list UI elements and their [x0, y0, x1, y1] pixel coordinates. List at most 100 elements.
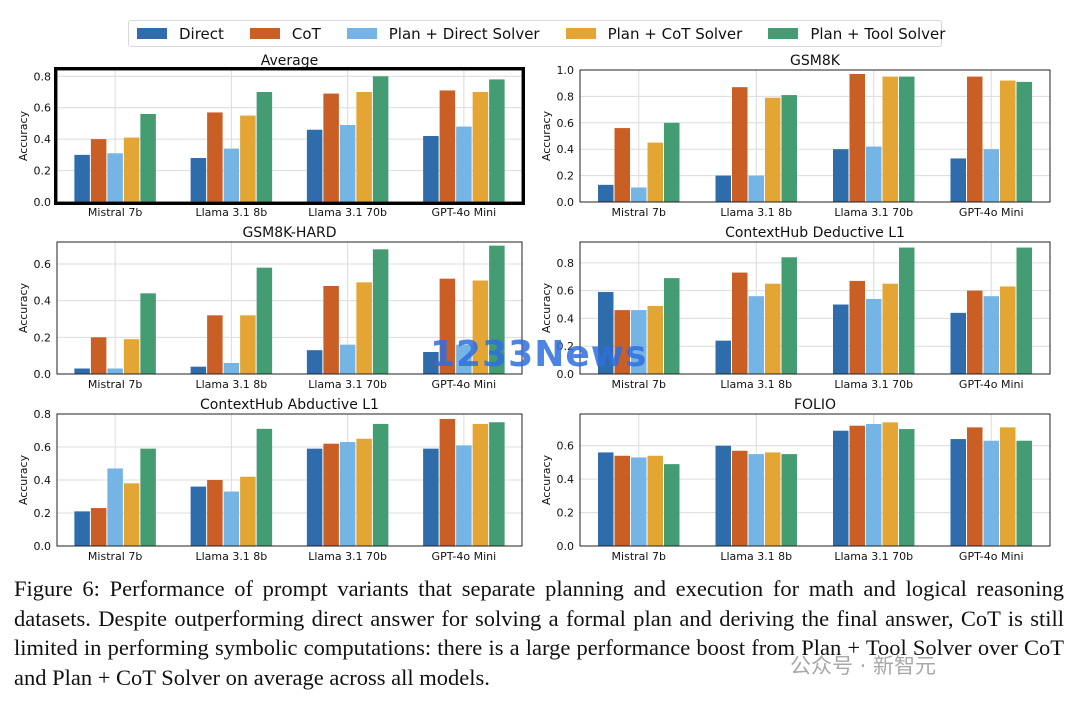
legend-swatch	[346, 28, 377, 39]
y-axis-label: Accuracy	[540, 282, 553, 333]
bar	[967, 427, 983, 546]
bar	[372, 76, 389, 202]
bar	[748, 175, 764, 202]
y-tick-label: 0.0	[557, 196, 575, 209]
bar	[140, 114, 156, 202]
bar	[323, 286, 339, 374]
y-tick-label: 0.4	[557, 312, 575, 325]
bar	[614, 310, 630, 374]
bar	[732, 272, 748, 374]
x-tick-label: GPT-4o Mini	[959, 206, 1024, 219]
legend-item: Plan + Tool Solver	[768, 25, 945, 43]
y-tick-label: 0.6	[34, 441, 52, 454]
legend-swatch	[249, 28, 280, 39]
bar	[732, 87, 748, 202]
bar	[748, 296, 764, 374]
y-tick-label: 0.6	[34, 258, 52, 271]
bar	[631, 187, 647, 202]
bar	[1016, 247, 1032, 374]
bar	[983, 296, 999, 374]
bar	[140, 293, 156, 374]
bar	[372, 249, 389, 374]
x-tick-label: Llama 3.1 8b	[195, 206, 267, 219]
y-tick-label: 0.6	[557, 117, 575, 130]
bar	[833, 304, 849, 374]
x-tick-label: Mistral 7b	[88, 550, 142, 563]
bar	[849, 425, 865, 546]
y-tick-label: 0.6	[557, 440, 575, 453]
bar	[598, 184, 614, 202]
bar	[647, 455, 663, 546]
bar	[899, 429, 915, 546]
bar	[256, 428, 273, 546]
plot-frame	[56, 241, 523, 375]
y-tick-label: 0.8	[557, 257, 575, 270]
bar	[356, 438, 372, 546]
legend-swatch	[137, 28, 167, 39]
bar	[950, 439, 966, 546]
bar	[256, 92, 273, 202]
bar	[439, 278, 456, 374]
chart-panel: 0.0 0.2 0.4 0.6 0.8 Mistral 7b Llama 3.1 8b Lla…	[540, 225, 1051, 391]
y-axis-label: Accuracy	[540, 110, 553, 161]
bar	[256, 267, 273, 374]
bar	[833, 430, 849, 546]
bar	[866, 298, 882, 374]
bar	[456, 445, 472, 546]
bar	[849, 280, 865, 374]
bar	[190, 158, 207, 202]
x-tick-label: Mistral 7b	[88, 206, 142, 219]
bar	[647, 142, 663, 202]
y-tick-label: 0.2	[557, 170, 575, 183]
bar	[899, 76, 915, 202]
x-tick-label: Llama 3.1 8b	[720, 550, 792, 563]
bar	[631, 310, 647, 374]
bar	[647, 305, 663, 374]
bar	[207, 315, 223, 374]
bar	[423, 352, 439, 374]
bar	[715, 445, 731, 546]
bar	[207, 112, 223, 202]
x-tick-label: Mistral 7b	[612, 206, 666, 219]
bar	[866, 146, 882, 202]
x-tick-label: Llama 3.1 8b	[195, 378, 267, 391]
x-tick-label: GPT-4o Mini	[959, 378, 1024, 391]
bar	[781, 95, 797, 202]
bar	[323, 93, 339, 202]
bar	[439, 90, 456, 202]
chart-title: Average	[261, 53, 319, 69]
legend-label: CoT	[291, 24, 321, 43]
y-tick-label: 0.6	[34, 102, 52, 115]
bar	[223, 148, 240, 202]
bar	[715, 175, 731, 202]
bar	[339, 442, 356, 546]
chart-title: ContextHub Deductive L1	[725, 225, 905, 241]
bar	[107, 368, 123, 374]
plot-frame	[579, 241, 1051, 375]
bar	[456, 126, 472, 202]
bar	[423, 136, 439, 202]
bar	[950, 312, 966, 374]
bar	[323, 443, 339, 546]
bar	[598, 292, 614, 374]
y-tick-label: 0.4	[34, 295, 52, 308]
y-tick-label: 0.2	[34, 165, 52, 178]
y-tick-label: 0.4	[557, 473, 575, 486]
y-axis-label: Accuracy	[540, 454, 553, 505]
bar	[472, 423, 489, 546]
y-tick-label: 0.2	[557, 340, 575, 353]
y-tick-label: 0.8	[34, 408, 52, 421]
bar	[223, 363, 240, 374]
bar	[90, 337, 107, 374]
x-tick-label: Mistral 7b	[88, 378, 142, 391]
bar	[983, 149, 999, 202]
bar	[90, 139, 107, 202]
bar	[781, 454, 797, 546]
bar	[967, 76, 983, 202]
highlight-box	[54, 67, 525, 205]
x-tick-label: Llama 3.1 8b	[720, 206, 792, 219]
y-tick-label: 0.4	[557, 143, 575, 156]
bar	[882, 283, 898, 374]
bar	[967, 290, 983, 374]
y-axis-label: Accuracy	[17, 454, 30, 505]
